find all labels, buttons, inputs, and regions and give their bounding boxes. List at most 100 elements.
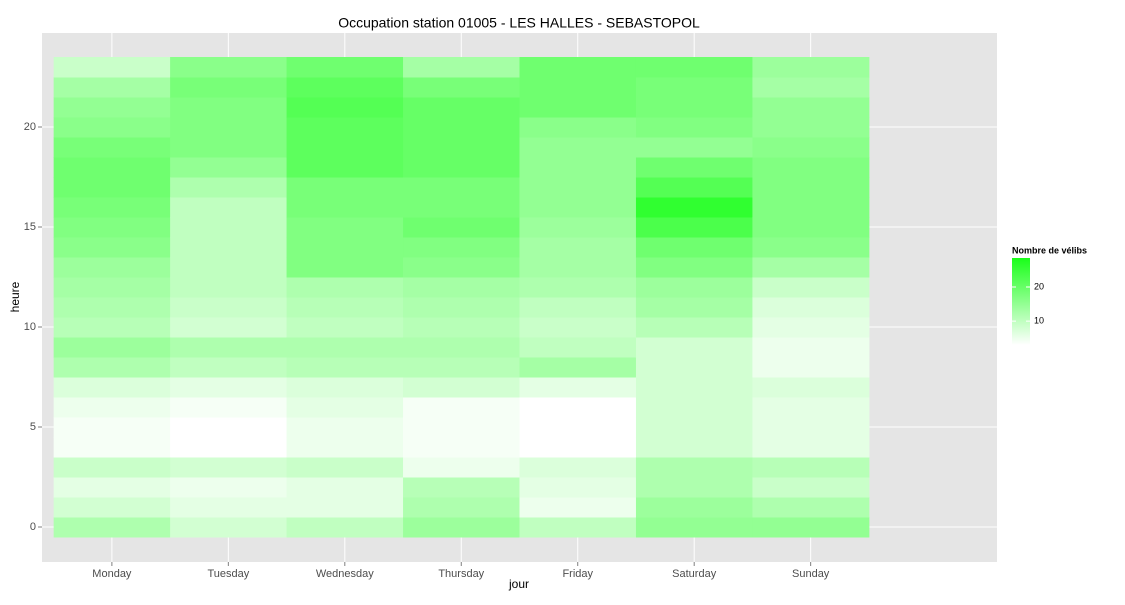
tile: [635, 317, 753, 338]
tile: [286, 317, 404, 338]
tile: [635, 357, 753, 378]
tile: [53, 397, 171, 418]
colorbar-tick-label: 20: [1034, 281, 1044, 291]
colorbar: [1012, 258, 1030, 345]
tile: [752, 457, 870, 478]
tile: [635, 217, 753, 238]
tile: [519, 477, 637, 498]
tile: [752, 177, 870, 198]
tile: [403, 357, 520, 378]
tile: [403, 57, 520, 78]
tile: [53, 137, 171, 158]
tile: [752, 437, 870, 458]
tile: [170, 77, 288, 98]
tile: [53, 297, 171, 318]
tile: [519, 77, 637, 98]
tile: [635, 277, 753, 298]
tile: [286, 437, 404, 458]
x-axis-label: jour: [508, 577, 529, 591]
tile: [403, 277, 520, 298]
tile: [403, 517, 520, 538]
tile: [519, 457, 637, 478]
tile: [403, 337, 520, 358]
tile: [635, 137, 753, 158]
tile: [752, 357, 870, 378]
tile: [286, 397, 404, 418]
tile: [752, 117, 870, 138]
tile: [53, 257, 171, 278]
tile: [170, 237, 288, 258]
tile: [403, 77, 520, 98]
y-tick-label: 0: [30, 521, 36, 533]
tile: [170, 457, 288, 478]
tile: [170, 97, 288, 118]
tile: [53, 317, 171, 338]
tile: [752, 497, 870, 518]
tile: [53, 517, 171, 538]
tile: [519, 257, 637, 278]
tile: [519, 117, 637, 138]
tile: [519, 197, 637, 218]
tile: [170, 257, 288, 278]
tile: [635, 197, 753, 218]
tile: [635, 477, 753, 498]
tile: [53, 57, 171, 78]
tile: [403, 137, 520, 158]
tile: [752, 77, 870, 98]
tile: [635, 257, 753, 278]
tile: [53, 417, 171, 438]
tile: [170, 297, 288, 318]
tile: [403, 157, 520, 178]
tile: [53, 157, 171, 178]
tile: [519, 397, 637, 418]
tile: [519, 497, 637, 518]
tile: [170, 497, 288, 518]
tile: [403, 477, 520, 498]
tile: [286, 457, 404, 478]
y-tick-label: 5: [30, 421, 36, 433]
tile: [519, 317, 637, 338]
tile: [403, 197, 520, 218]
tile: [403, 397, 520, 418]
tile: [170, 197, 288, 218]
tile: [635, 117, 753, 138]
tile: [170, 477, 288, 498]
tile: [519, 417, 637, 438]
tile: [170, 317, 288, 338]
tile: [170, 397, 288, 418]
x-tick-label: Monday: [92, 568, 132, 580]
tile: [635, 437, 753, 458]
tile: [519, 357, 637, 378]
tile: [403, 217, 520, 238]
tile: [286, 337, 404, 358]
tile: [635, 97, 753, 118]
tile: [752, 517, 870, 538]
chart-title: Occupation station 01005 - LES HALLES - …: [338, 15, 700, 31]
tile: [286, 217, 404, 238]
tile: [403, 237, 520, 258]
tile: [170, 177, 288, 198]
y-tick-label: 15: [24, 221, 36, 233]
tile: [170, 137, 288, 158]
tile: [286, 497, 404, 518]
tile: [635, 57, 753, 78]
tile: [53, 177, 171, 198]
tile: [53, 477, 171, 498]
tile: [53, 77, 171, 98]
tile: [752, 337, 870, 358]
tile: [403, 457, 520, 478]
tile: [286, 517, 404, 538]
tile: [170, 57, 288, 78]
x-tick-label: Tuesday: [207, 568, 249, 580]
tile: [752, 97, 870, 118]
tile: [170, 217, 288, 238]
tile: [286, 137, 404, 158]
tile: [519, 57, 637, 78]
tile: [752, 237, 870, 258]
tile: [286, 357, 404, 378]
tile: [752, 257, 870, 278]
tile: [170, 157, 288, 178]
tile: [170, 117, 288, 138]
tile: [286, 177, 404, 198]
tile: [286, 157, 404, 178]
